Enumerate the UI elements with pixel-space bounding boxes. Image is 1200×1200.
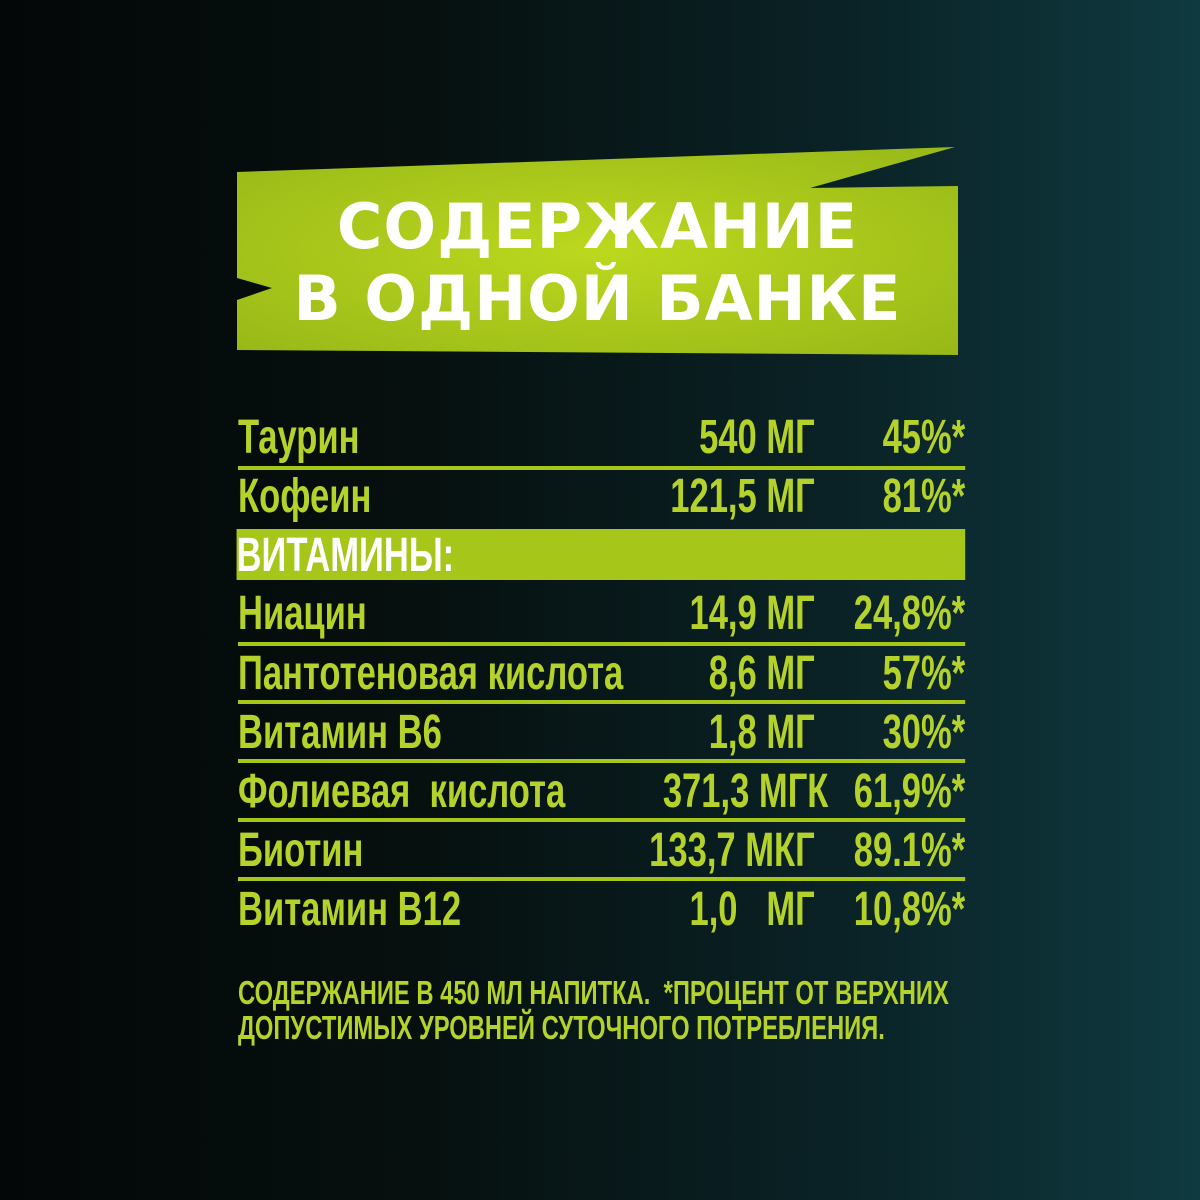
banner-title-line-1: СОДЕРЖАНИЕ: [336, 190, 859, 263]
nutrient-percent: 24,8%*: [853, 587, 966, 640]
footnote-line-2: ДОПУСТИМЫХ УРОВНЕЙ СУТОЧНОГО ПОТРЕБЛЕНИЯ…: [238, 1009, 885, 1046]
nutrient-amount: 121,5 МГ: [670, 470, 815, 523]
row-divider: [238, 642, 966, 646]
vitamins-label: ВИТАМИНЫ:: [236, 529, 455, 582]
row-divider: [238, 700, 966, 704]
table-row: Пантотеновая кислота 8,6 МГ 57%*: [238, 644, 965, 703]
row-divider: [238, 818, 966, 822]
nutrient-name: Пантотеновая кислота: [238, 647, 624, 700]
table-row: Витамин В6 1,8 МГ 30%*: [238, 703, 965, 762]
nutrient-percent: 81%*: [882, 470, 966, 523]
nutrient-name: Биотин: [238, 824, 364, 877]
table-row: Биотин 133,7 МКГ 89.1%*: [238, 821, 965, 880]
nutrient-amount: 14,9 МГ: [689, 587, 815, 640]
nutrient-amount: 371,3 МГК: [662, 765, 829, 818]
banner-shape: [237, 147, 958, 355]
nutrient-percent: 45%*: [882, 411, 966, 464]
nutrient-name: Таурин: [238, 411, 360, 464]
nutrient-name: Витамин В12: [238, 883, 462, 936]
table-row: Фолиевая кислота 371,3 МГК 61,9%*: [238, 762, 965, 821]
nutrient-percent: 30%*: [882, 706, 966, 759]
nutrition-table: Таурин 540 МГ 45%* Кофеин 121,5 МГ 81%* …: [236, 0, 966, 1200]
nutrient-amount: 540 МГ: [699, 411, 815, 464]
vitamins-header-band: ВИТАМИНЫ:: [236, 529, 966, 582]
nutrient-name: Кофеин: [238, 470, 372, 523]
row-divider: [238, 877, 966, 881]
nutrient-percent: 61,9%*: [853, 765, 966, 818]
banner-title-line-2: В ОДНОЙ БАНКЕ: [293, 262, 902, 335]
nutrient-name: Витамин В6: [238, 706, 442, 759]
table-row: Ниацин 14,9 МГ 24,8%*: [238, 584, 965, 643]
nutrient-amount: 1,0 МГ: [689, 883, 815, 936]
nutrient-name: Фолиевая кислота: [238, 765, 566, 818]
nutrient-name: Ниацин: [238, 587, 367, 640]
table-row: Кофеин 121,5 МГ 81%*: [238, 467, 965, 526]
nutrient-amount: 133,7 МКГ: [649, 824, 815, 877]
footnote: СОДЕРЖАНИЕ В 450 МЛ НАПИТКА. *ПРОЦЕНТ ОТ…: [238, 975, 958, 1045]
nutrient-amount: 1,8 МГ: [708, 706, 815, 759]
row-divider: [238, 466, 966, 470]
nutrient-amount: 8,6 МГ: [708, 647, 815, 700]
table-row: Витамин В12 1,0 МГ 10,8%*: [238, 880, 965, 939]
nutrient-percent: 57%*: [882, 647, 966, 700]
nutrient-percent: 10,8%*: [853, 883, 966, 936]
title-banner: [237, 147, 958, 355]
footnote-line-1: СОДЕРЖАНИЕ В 450 МЛ НАПИТКА. *ПРОЦЕНТ ОТ…: [238, 974, 949, 1011]
table-row: Таурин 540 МГ 45%*: [238, 408, 965, 467]
row-divider: [238, 759, 966, 763]
nutrient-percent: 89.1%*: [853, 824, 966, 877]
